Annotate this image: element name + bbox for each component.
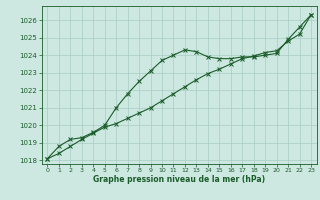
X-axis label: Graphe pression niveau de la mer (hPa): Graphe pression niveau de la mer (hPa) — [93, 175, 265, 184]
